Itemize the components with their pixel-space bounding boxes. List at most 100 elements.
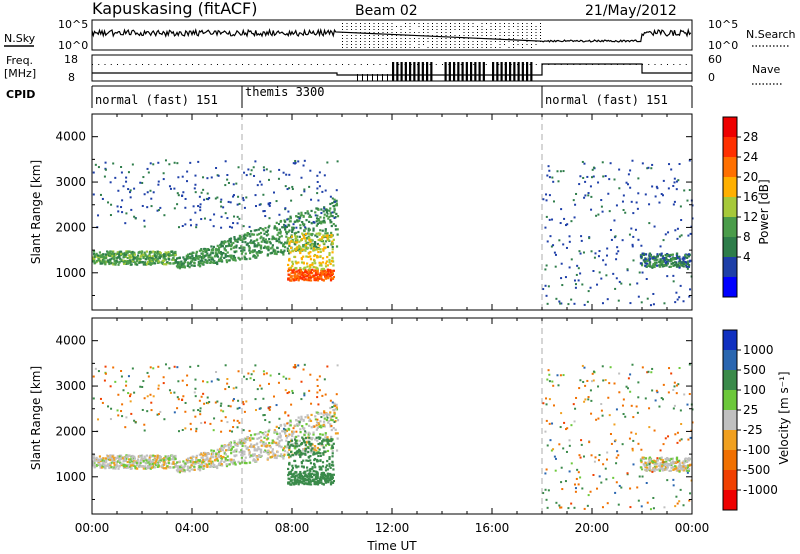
velocity-echo: [131, 460, 134, 463]
velocity-echo: [227, 446, 231, 449]
nsearch-dot: [445, 26, 447, 27]
velocity-echo: [129, 393, 132, 396]
velocity-echo: [671, 461, 674, 464]
velocity-echo: [151, 459, 154, 462]
power-echo: [150, 205, 153, 208]
velocity-echo: [332, 427, 335, 430]
velocity-echo: [318, 468, 321, 471]
nsearch-dot: [441, 44, 442, 45]
nsearch-dot: [391, 29, 393, 30]
power-echo: [304, 269, 307, 272]
power-echo: [232, 183, 235, 186]
freq-line: [92, 63, 692, 76]
power-echo: [228, 259, 231, 262]
power-echo: [266, 241, 269, 244]
velocity-echo: [324, 474, 327, 478]
velocity-echo: [229, 443, 232, 446]
nsearch-dot: [504, 32, 505, 33]
nsearch-dot: [477, 32, 478, 33]
nave-dot: [573, 64, 575, 65]
nsearch-dot: [427, 41, 429, 42]
nsearch-dot: [391, 23, 393, 24]
power-echo: [551, 176, 554, 179]
velocity-echo: [247, 449, 250, 452]
power-echo: [670, 262, 673, 265]
power-echo: [293, 277, 297, 281]
velocity-echo: [131, 454, 134, 458]
nave-dot: [642, 64, 643, 65]
velocity-echo: [128, 463, 131, 466]
power-echo: [308, 268, 311, 271]
velocity-echo: [316, 378, 319, 381]
power-echo: [151, 258, 154, 262]
velocity-echo: [302, 449, 305, 452]
nsearch-dot: [490, 38, 492, 39]
velocity-echo: [192, 461, 195, 464]
velocity-echo: [679, 467, 683, 470]
power-echo: [248, 251, 252, 255]
velocity-echo: [319, 420, 322, 423]
velocity-echo: [148, 454, 152, 458]
power-echo: [213, 260, 216, 263]
velocity-echo: [656, 468, 659, 471]
power-echo: [323, 272, 326, 275]
power-echo: [116, 252, 119, 255]
power-echo: [246, 234, 249, 237]
velocity-echo: [252, 445, 255, 448]
power-echo: [562, 170, 565, 173]
velocity-echo: [568, 470, 571, 473]
power-echo: [308, 214, 312, 217]
velocity-echo: [262, 397, 265, 400]
velocity-echo: [309, 373, 312, 376]
power-echo: [125, 262, 128, 265]
nave-dot: [148, 64, 150, 65]
power-echo: [220, 198, 223, 201]
power-echo: [275, 237, 278, 240]
velocity-echo: [636, 411, 639, 414]
velocity-echo: [220, 464, 224, 467]
power-echo: [667, 231, 670, 234]
power-echo: [233, 251, 237, 254]
velocity-echo: [199, 410, 202, 413]
power-echo: [689, 232, 692, 235]
power-echo: [330, 231, 333, 235]
power-x-ticks: [91, 114, 693, 310]
velocity-echo: [287, 467, 290, 471]
nave-bar: [517, 62, 520, 81]
nsearch-dot: [454, 38, 456, 39]
power-echo: [309, 233, 312, 236]
velocity-echo: [184, 462, 187, 465]
velocity-echo: [230, 460, 233, 463]
velocity-echo: [310, 426, 313, 429]
power-echo: [681, 257, 684, 260]
power-echo: [111, 256, 114, 259]
velocity-echo: [610, 442, 613, 445]
velocity-echo: [276, 450, 279, 454]
velocity-echo: [136, 463, 139, 466]
power-echo: [266, 253, 270, 256]
power-echo: [545, 294, 548, 297]
nsearch-dot: [454, 29, 456, 30]
velocity-echo: [248, 429, 251, 432]
power-echo: [661, 194, 664, 197]
power-echo: [577, 267, 580, 270]
power-echo: [328, 215, 331, 218]
power-echo: [647, 257, 650, 260]
velocity-echo: [562, 374, 565, 377]
nsearch-dot: [414, 38, 415, 39]
nsearch-dot: [468, 44, 469, 45]
power-echo: [151, 260, 155, 263]
power-echo: [143, 193, 146, 196]
velocity-echo: [237, 399, 240, 402]
power-echo: [609, 162, 612, 165]
power-echo: [195, 250, 198, 253]
velocity-echo: [324, 433, 327, 436]
power-echo: [580, 235, 583, 238]
power-echo: [231, 226, 234, 229]
velocity-echo: [664, 463, 667, 466]
velocity-echo: [320, 466, 323, 469]
power-echo: [94, 163, 97, 166]
velocity-echo: [216, 378, 219, 381]
power-echo: [200, 256, 204, 259]
power-echo: [652, 256, 655, 260]
